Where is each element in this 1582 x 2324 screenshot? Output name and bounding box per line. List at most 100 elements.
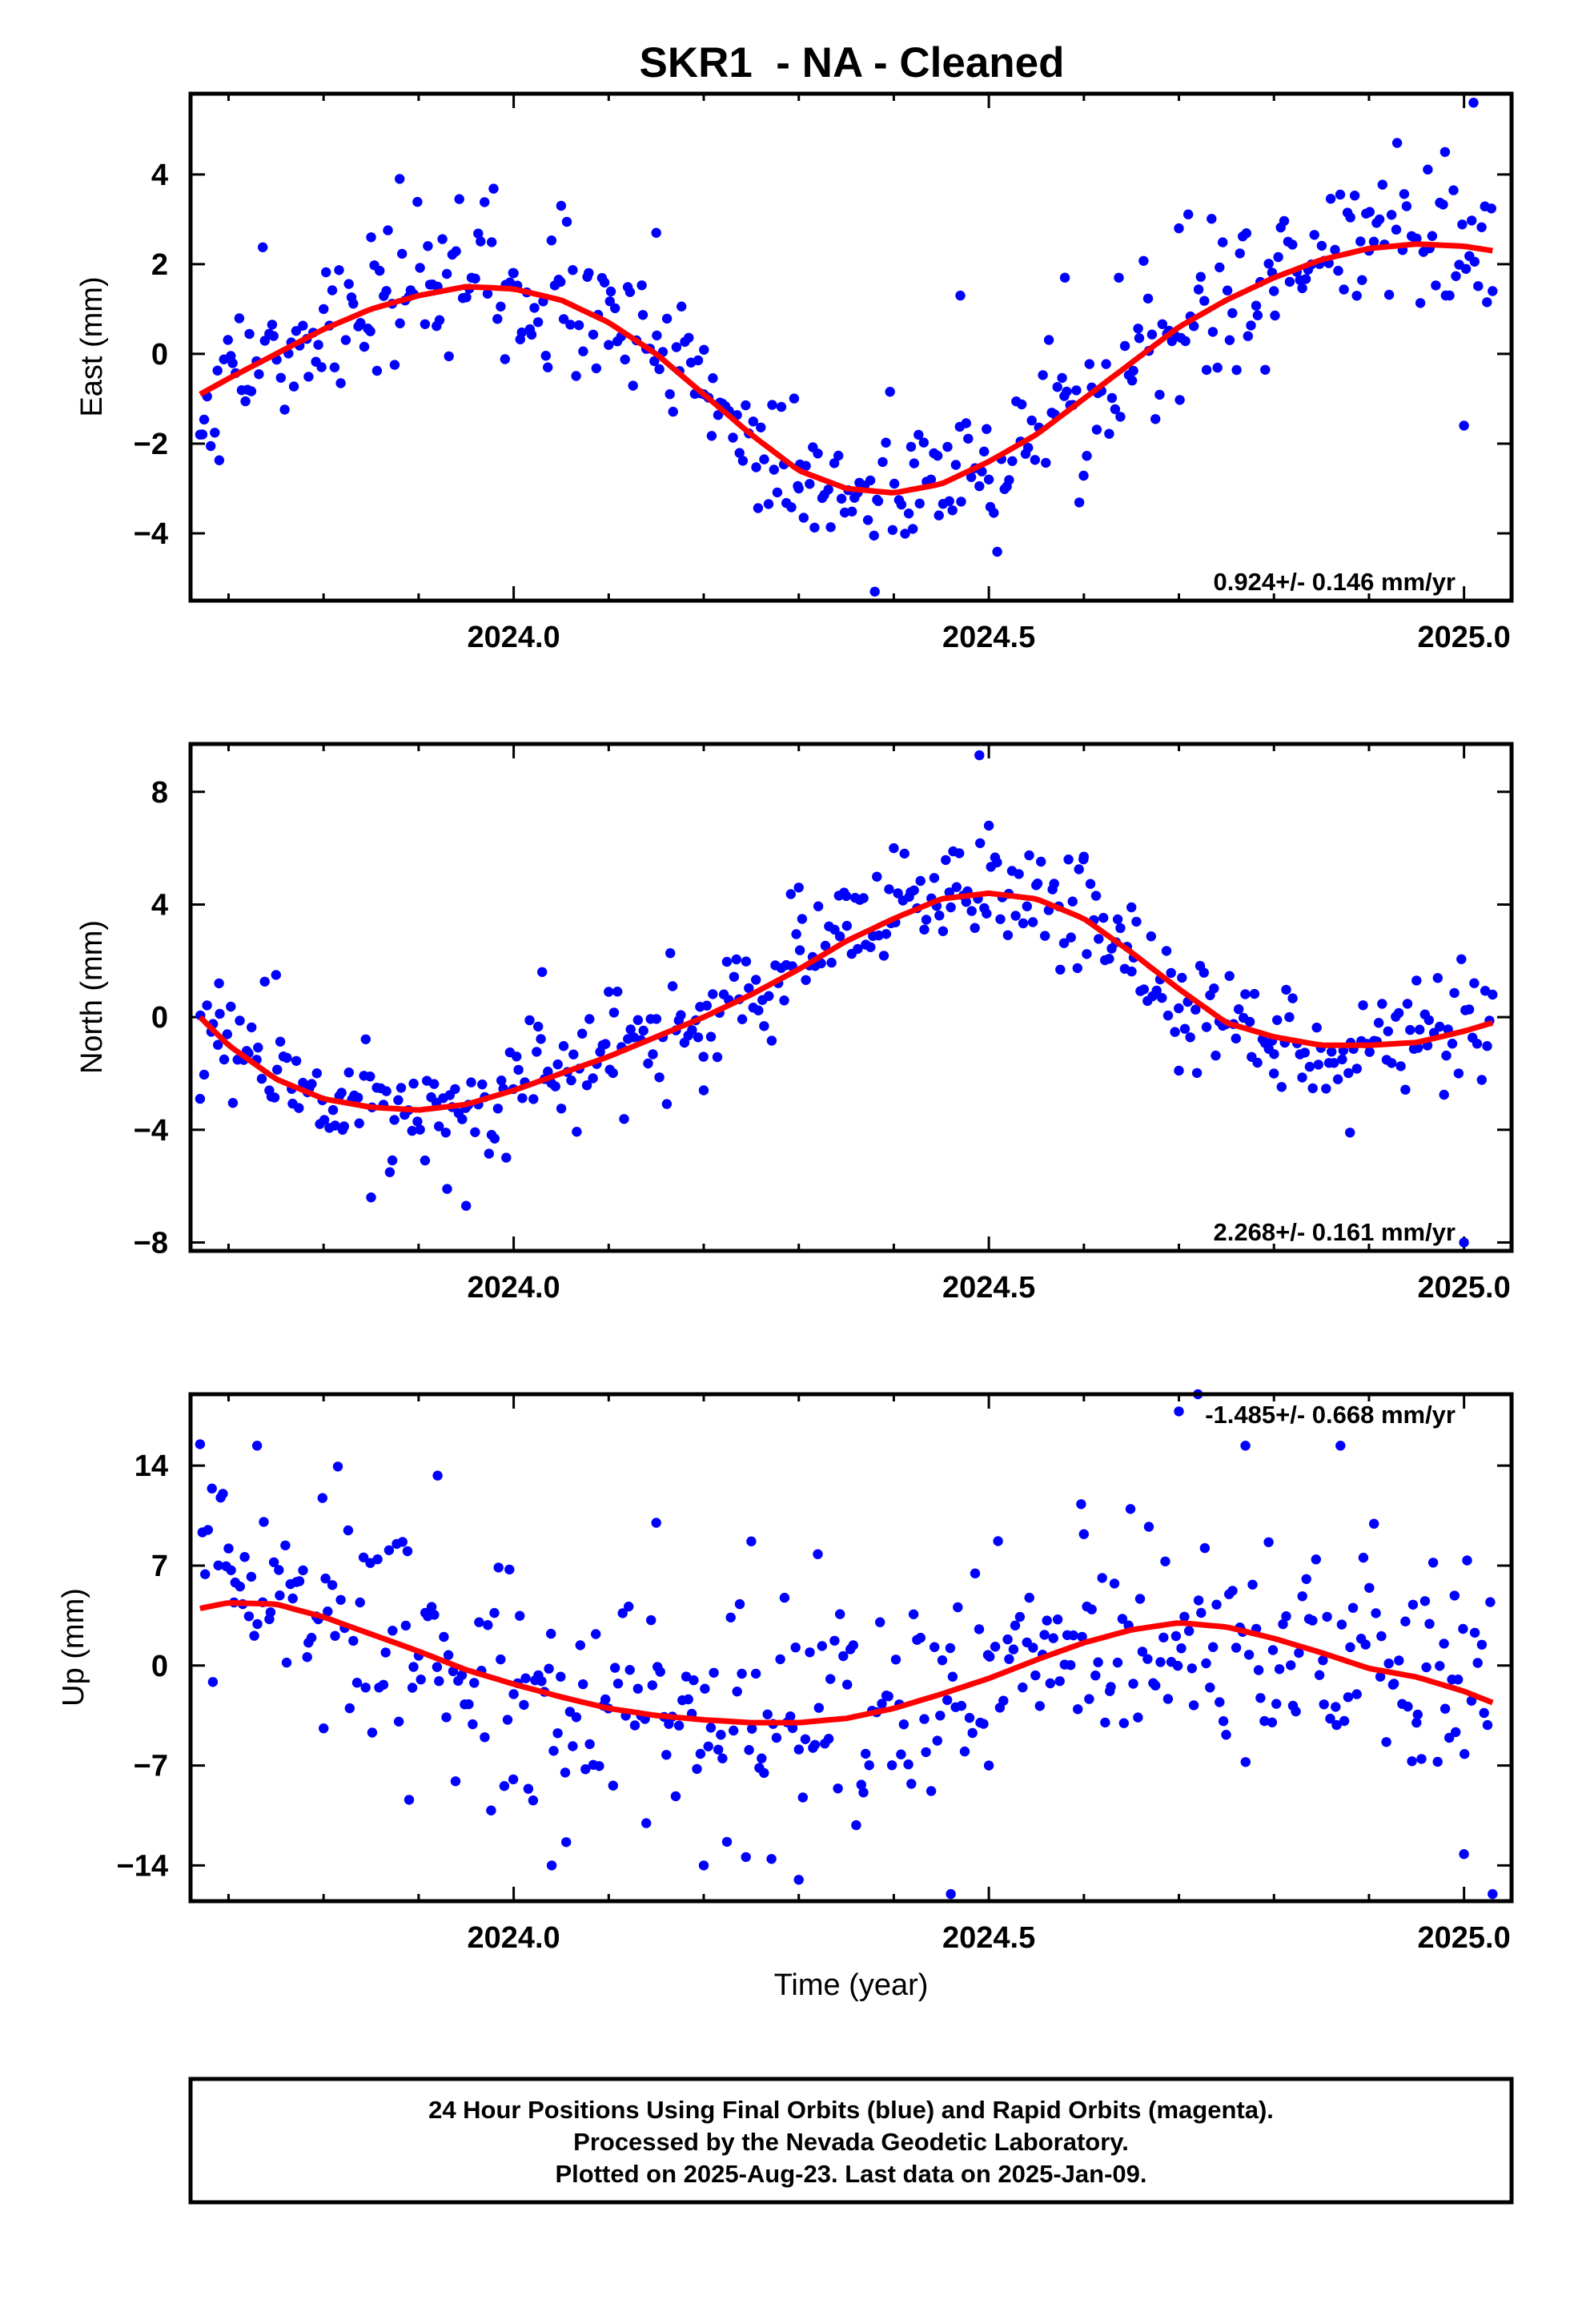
up-data-point bbox=[508, 1774, 519, 1785]
east-data-point bbox=[1142, 293, 1154, 304]
east-data-point bbox=[546, 235, 557, 246]
north-data-point bbox=[1231, 1033, 1242, 1044]
up-data-point bbox=[1150, 1680, 1161, 1691]
north-data-point bbox=[1067, 896, 1078, 907]
up-data-point bbox=[1453, 1675, 1464, 1685]
north-data-point bbox=[801, 975, 811, 986]
east-data-point bbox=[665, 389, 675, 400]
up-data-point bbox=[552, 1728, 563, 1739]
up-data-point bbox=[332, 1462, 343, 1472]
east-data-point bbox=[1222, 285, 1233, 296]
east-data-point bbox=[268, 331, 279, 341]
up-data-point bbox=[432, 1470, 443, 1481]
up-data-point bbox=[320, 1573, 331, 1584]
north-data-point bbox=[604, 987, 614, 997]
east-data-point bbox=[1401, 201, 1412, 211]
up-data-point bbox=[709, 1667, 719, 1678]
east-data-point bbox=[728, 432, 738, 443]
east-data-point bbox=[420, 319, 431, 329]
east-data-point bbox=[375, 265, 385, 276]
up-data-point bbox=[1444, 1732, 1455, 1743]
east-data-point bbox=[1207, 214, 1217, 224]
up-data-point bbox=[974, 1624, 985, 1634]
north-data-point bbox=[793, 883, 804, 893]
up-data-point bbox=[1485, 1597, 1496, 1607]
up-data-point bbox=[945, 1642, 956, 1654]
east-data-point bbox=[1110, 404, 1121, 415]
north-data-point bbox=[568, 1049, 579, 1059]
east-data-point bbox=[558, 314, 569, 324]
up-data-point bbox=[218, 1489, 228, 1499]
east-data-point bbox=[706, 431, 717, 441]
up-data-point bbox=[1174, 1406, 1184, 1417]
east-data-point bbox=[1041, 457, 1051, 468]
up-data-point bbox=[612, 1679, 624, 1689]
north-data-point bbox=[387, 1155, 398, 1166]
east-data-point bbox=[227, 358, 238, 368]
east-data-point bbox=[605, 286, 616, 297]
up-data-point bbox=[651, 1518, 661, 1528]
east-data-point bbox=[556, 276, 566, 287]
up-data-point bbox=[1086, 1604, 1097, 1614]
north-data-point bbox=[813, 901, 824, 911]
east-data-point bbox=[223, 335, 233, 345]
up-data-point bbox=[683, 1694, 693, 1705]
east-data-point bbox=[983, 474, 994, 485]
east-data-point bbox=[1174, 395, 1185, 405]
east-data-point bbox=[1252, 310, 1263, 320]
up-data-point bbox=[223, 1543, 234, 1554]
east-data-point bbox=[275, 372, 286, 383]
east-data-point bbox=[926, 474, 937, 485]
north-data-point bbox=[766, 1035, 777, 1046]
north-x-tick-label: 2024.0 bbox=[467, 1271, 560, 1305]
north-data-point bbox=[1174, 1003, 1184, 1014]
north-data-point bbox=[1112, 914, 1123, 925]
north-data-point bbox=[1191, 1004, 1201, 1015]
north-rate-label: 2.268+/- 0.161 mm/yr bbox=[1214, 1218, 1456, 1246]
up-data-point bbox=[930, 1642, 940, 1652]
east-data-point bbox=[335, 378, 346, 388]
up-data-point bbox=[921, 1747, 931, 1758]
up-data-point bbox=[1439, 1638, 1449, 1649]
north-data-point bbox=[676, 1010, 686, 1020]
up-data-point bbox=[594, 1761, 604, 1771]
up-data-point bbox=[983, 1760, 994, 1771]
up-data-point bbox=[1259, 1715, 1270, 1727]
north-data-point bbox=[1024, 850, 1034, 861]
up-data-point bbox=[1208, 1642, 1219, 1652]
east-data-point bbox=[1330, 244, 1340, 255]
east-data-point bbox=[877, 456, 888, 468]
up-y-axis-label: Up (mm) bbox=[57, 1588, 90, 1707]
up-data-point bbox=[617, 1608, 628, 1618]
east-data-point bbox=[1243, 331, 1254, 341]
east-y-tick-labels: −4 −2 0 2 4 bbox=[134, 159, 168, 551]
north-y-tick-label: 0 bbox=[151, 1001, 168, 1035]
east-data-point bbox=[869, 530, 879, 541]
north-data-point bbox=[941, 854, 951, 866]
east-data-point bbox=[751, 462, 761, 472]
north-data-point bbox=[1131, 916, 1142, 927]
east-data-point bbox=[914, 498, 925, 509]
up-data-point bbox=[624, 1665, 635, 1675]
east-plot-frame bbox=[188, 91, 1514, 603]
north-data-point bbox=[412, 1116, 423, 1127]
up-data-point bbox=[474, 1617, 484, 1627]
up-data-point bbox=[741, 1852, 751, 1863]
north-data-point bbox=[654, 1072, 665, 1083]
up-data-point bbox=[1281, 1611, 1291, 1622]
up-data-point bbox=[898, 1719, 909, 1730]
east-data-point bbox=[961, 418, 972, 428]
east-data-point bbox=[441, 268, 452, 279]
east-data-point bbox=[763, 499, 774, 509]
up-data-point bbox=[1345, 1642, 1355, 1653]
north-data-points bbox=[195, 750, 1498, 1248]
east-data-point bbox=[1114, 272, 1124, 283]
north-data-point bbox=[1284, 1011, 1295, 1023]
east-data-point bbox=[1193, 284, 1204, 295]
up-data-point bbox=[468, 1719, 478, 1730]
up-data-point bbox=[1339, 1715, 1350, 1727]
up-data-point bbox=[1134, 1594, 1146, 1604]
east-model-fit-line bbox=[199, 241, 1493, 496]
north-data-point bbox=[915, 875, 926, 887]
north-data-point bbox=[1032, 879, 1043, 889]
